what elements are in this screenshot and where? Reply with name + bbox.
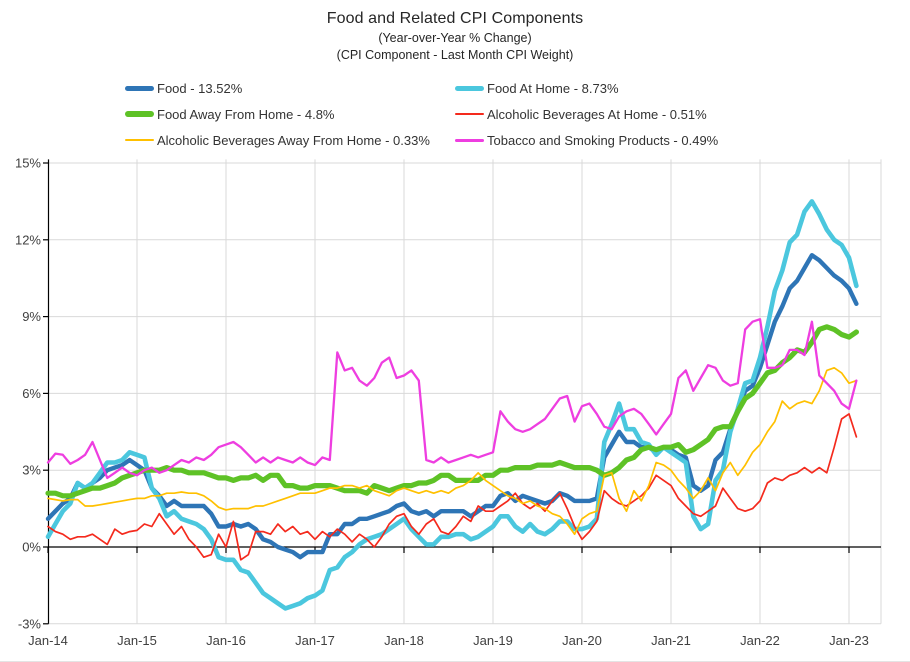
x-axis-label: Jan-20 — [562, 633, 602, 648]
legend-label-food: Food - 13.52% — [157, 80, 243, 96]
series-line-food-at-home — [45, 199, 859, 611]
series-line-food-away-from-home — [45, 324, 860, 499]
x-axis-label: Jan-21 — [651, 633, 691, 648]
x-axis-label: Jan-19 — [473, 633, 513, 648]
legend-swatch-food-away-from-home — [125, 111, 154, 117]
legend-label-alcoholic-beverages-at-home: Alcoholic Beverages At Home - 0.51% — [487, 106, 707, 122]
x-axis-label: Jan-15 — [117, 633, 157, 648]
x-axis-label: Jan-18 — [384, 633, 424, 648]
x-axis-label: Jan-23 — [829, 633, 869, 648]
legend-item-tobacco-and-smoking-products: Tobacco and Smoking Products - 0.49% — [455, 130, 718, 150]
legend-label-tobacco-and-smoking-products: Tobacco and Smoking Products - 0.49% — [487, 132, 719, 148]
series-line-alcoholic-beverages-at-home — [47, 413, 858, 561]
legend-item-food: Food - 13.52% — [125, 78, 242, 98]
y-axis-label: 0% — [22, 540, 41, 555]
series-line-alcoholic-beverages-away-from-home — [47, 366, 858, 536]
y-axis-label: 6% — [22, 386, 41, 401]
legend-label-food-away-from-home: Food Away From Home - 4.8% — [157, 106, 335, 122]
chart-subtitle-1: (Year-over-Year % Change) — [378, 31, 532, 45]
legend-label-food-at-home: Food At Home - 8.73% — [487, 80, 619, 96]
chart-title: Food and Related CPI Components — [326, 10, 584, 27]
series-line-tobacco-and-smoking-products — [46, 318, 858, 480]
y-axis-label: -3% — [18, 616, 42, 631]
legend-swatch-alcoholic-beverages-away-from-home — [125, 139, 154, 141]
x-axis-label: Jan-22 — [740, 633, 780, 648]
y-axis-label: 3% — [22, 463, 41, 478]
legend-swatch-food-at-home — [455, 85, 484, 91]
legend-item-food-at-home: Food At Home - 8.73% — [455, 78, 619, 98]
legend-label-alcoholic-beverages-away-from-home: Alcoholic Beverages Away From Home - 0.3… — [157, 132, 430, 148]
legend-swatch-food — [125, 85, 154, 91]
y-axis-label: 15% — [15, 156, 41, 171]
legend-swatch-tobacco-and-smoking-products — [455, 138, 484, 142]
legend-swatch-alcoholic-beverages-at-home — [455, 113, 484, 115]
chart-subtitle-2: (CPI Component - Last Month CPI Weight) — [336, 48, 574, 62]
x-axis-label: Jan-16 — [206, 633, 246, 648]
legend-item-food-away-from-home: Food Away From Home - 4.8% — [125, 104, 335, 124]
y-axis-label: 9% — [22, 309, 41, 324]
legend-item-alcoholic-beverages-away-from-home: Alcoholic Beverages Away From Home - 0.3… — [125, 130, 430, 150]
series-line-food — [45, 252, 859, 560]
legend: Food - 13.52% Food At Home - 8.73% Food … — [0, 0, 910, 160]
x-axis-label: Jan-14 — [28, 633, 68, 648]
legend-item-alcoholic-beverages-at-home: Alcoholic Beverages At Home - 0.51% — [455, 104, 707, 124]
x-axis-label: Jan-17 — [295, 633, 335, 648]
y-axis-label: 12% — [15, 232, 41, 247]
